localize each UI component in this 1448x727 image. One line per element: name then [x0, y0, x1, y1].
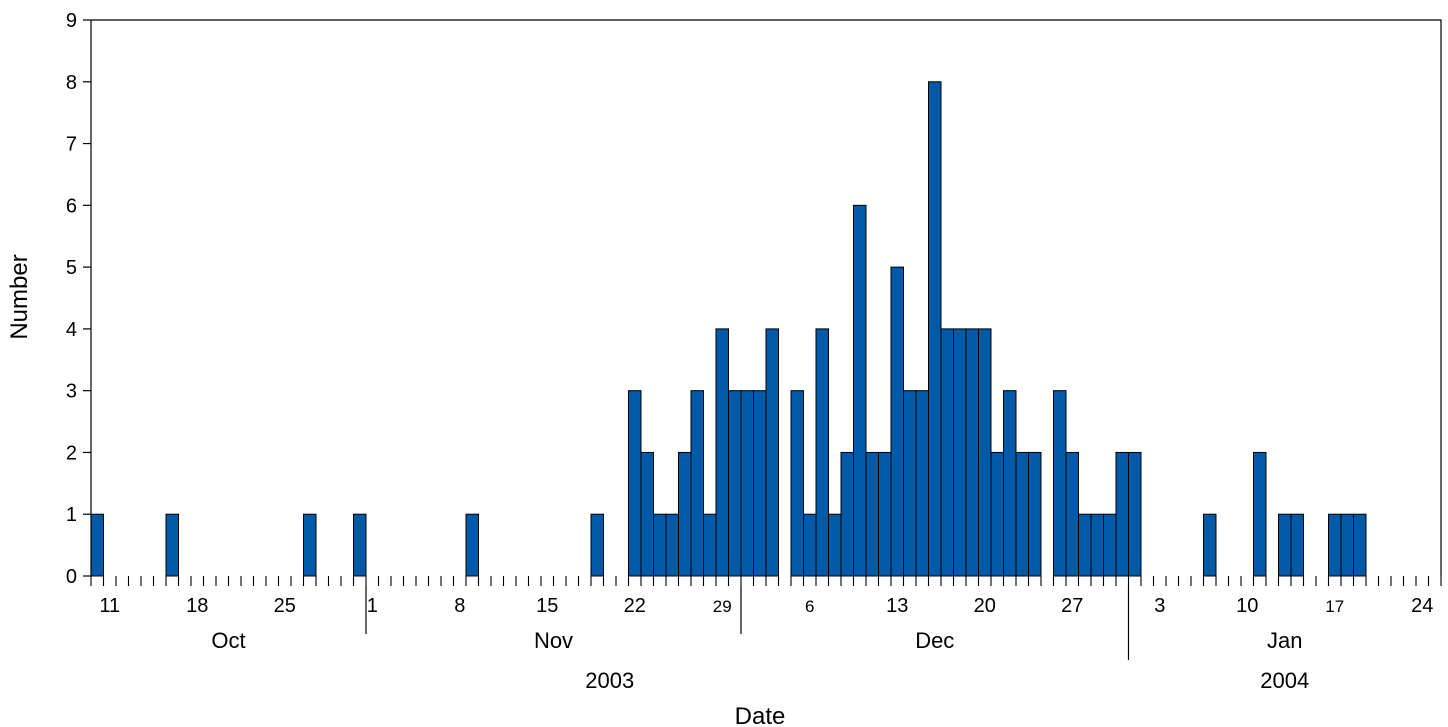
- bar-2003-12-10: [853, 204, 867, 577]
- bar-2003-10-31: [353, 513, 367, 577]
- x-day-label-2003-12-20: 20: [974, 595, 996, 617]
- bar-2003-11-26: [678, 451, 692, 577]
- bar-2003-11-19: [590, 513, 604, 577]
- y-tick-label-8: 8: [66, 72, 77, 94]
- bar-2003-12-09: [840, 451, 854, 577]
- y-tick-label-5: 5: [66, 257, 77, 279]
- bar-2003-12-30: [1103, 513, 1117, 577]
- y-axis-title: Number: [6, 254, 33, 339]
- bar-2003-12-23: [1015, 451, 1029, 577]
- bar-2003-10-16: [165, 513, 179, 577]
- bar-2003-12-16: [928, 81, 942, 577]
- y-tick-label-2: 2: [66, 442, 77, 464]
- bar-2003-12-14: [903, 390, 917, 577]
- bar-2003-12-27: [1065, 451, 1079, 577]
- bars-group: [90, 81, 1367, 577]
- bar-2003-12-02: [753, 390, 767, 577]
- x-day-label-2003-10-18: 18: [186, 595, 208, 617]
- bar-2003-12-01: [740, 390, 754, 577]
- y-tick-label-4: 4: [66, 319, 77, 341]
- x-day-label-2003-11-15: 15: [536, 595, 558, 617]
- bar-2003-10-27: [303, 513, 317, 577]
- x-day-label-2003-11-01: 1: [367, 595, 378, 617]
- bar-2003-10-10: [90, 513, 104, 577]
- bar-2003-12-18: [953, 328, 967, 577]
- bar-2003-12-28: [1078, 513, 1092, 577]
- x-day-label-2004-01-03: 3: [1154, 595, 1165, 617]
- bar-2004-01-19: [1353, 513, 1367, 577]
- bar-2003-12-21: [990, 451, 1004, 577]
- bar-2004-01-18: [1340, 513, 1354, 577]
- x-day-label-2003-11-08: 8: [454, 595, 465, 617]
- bar-2003-11-24: [653, 513, 667, 577]
- month-label-Dec: Dec: [915, 628, 954, 653]
- bar-2003-12-03: [765, 328, 779, 577]
- y-tick-label-7: 7: [66, 134, 77, 156]
- month-label-Nov: Nov: [534, 628, 573, 653]
- bar-2003-12-29: [1090, 513, 1104, 577]
- y-tick-label-3: 3: [66, 381, 77, 403]
- x-day-label-2004-01-10: 10: [1236, 595, 1258, 617]
- y-tick-label-9: 9: [66, 10, 77, 32]
- bar-2003-11-27: [690, 390, 704, 577]
- bar-2003-12-07: [815, 328, 829, 577]
- x-day-label-2004-01-17: 17: [1325, 597, 1344, 616]
- bar-2003-12-15: [915, 390, 929, 577]
- bar-2003-12-24: [1028, 451, 1042, 577]
- bar-2003-12-11: [865, 451, 879, 577]
- bar-2003-12-08: [828, 513, 842, 577]
- month-label-Oct: Oct: [211, 628, 245, 653]
- x-day-label-2003-10-11: 11: [99, 595, 120, 617]
- bar-2003-11-29: [715, 328, 729, 577]
- bar-2004-01-14: [1290, 513, 1304, 577]
- bar-2004-01-01: [1128, 451, 1142, 577]
- bar-2003-11-25: [665, 513, 679, 577]
- bar-2004-01-17: [1328, 513, 1342, 577]
- bar-2003-12-13: [890, 266, 904, 577]
- bar-2003-12-17: [940, 328, 954, 577]
- x-day-label-2003-12-13: 13: [886, 595, 908, 617]
- bar-2003-12-06: [803, 513, 817, 577]
- bar-2003-12-20: [978, 328, 992, 577]
- y-tick-label-6: 6: [66, 195, 77, 217]
- bar-2003-11-23: [640, 451, 654, 577]
- x-day-label-2004-01-24: 24: [1411, 595, 1433, 617]
- y-tick-label-1: 1: [66, 504, 77, 526]
- year-label-2003: 2003: [585, 668, 634, 693]
- bar-2003-11-09: [465, 513, 479, 577]
- bar-2003-11-22: [628, 390, 642, 577]
- x-day-label-2003-11-29: 29: [713, 597, 732, 616]
- bar-2003-12-19: [965, 328, 979, 577]
- bar-2003-11-30: [728, 390, 742, 577]
- month-label-Jan: Jan: [1267, 628, 1302, 653]
- bar-2003-12-12: [878, 451, 892, 577]
- bar-2003-12-26: [1053, 390, 1067, 577]
- x-day-label-2003-12-06: 6: [805, 597, 814, 616]
- bar-2003-12-22: [1003, 390, 1017, 577]
- bar-2003-12-05: [790, 390, 804, 577]
- year-label-2004: 2004: [1260, 668, 1309, 693]
- x-day-label-2003-12-27: 27: [1061, 595, 1083, 617]
- plot-frame: [90, 19, 1442, 576]
- bar-2003-12-31: [1115, 451, 1129, 577]
- axes-group: [83, 19, 1442, 660]
- bar-2004-01-13: [1278, 513, 1292, 577]
- x-day-label-2003-10-25: 25: [274, 595, 296, 617]
- x-day-label-2003-11-22: 22: [624, 595, 646, 617]
- y-tick-label-0: 0: [66, 566, 77, 588]
- bar-2004-01-07: [1203, 513, 1217, 577]
- x-axis-title: Date: [735, 703, 786, 727]
- bar-2003-11-28: [703, 513, 717, 577]
- bar-2004-01-11: [1253, 451, 1267, 577]
